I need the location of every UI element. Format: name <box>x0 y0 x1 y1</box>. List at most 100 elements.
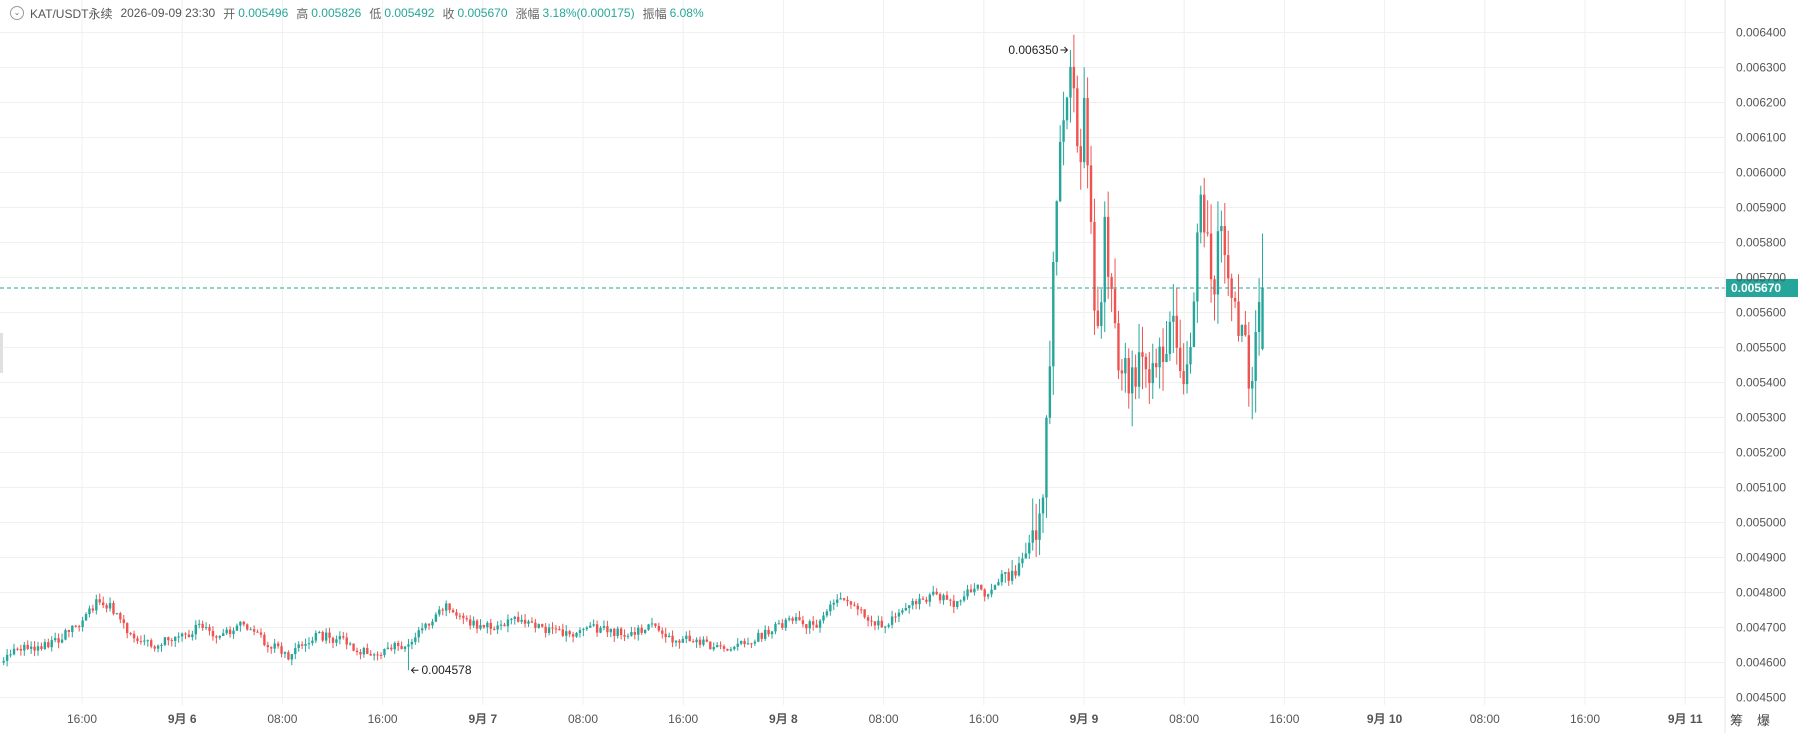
x-tick-label: 16:00 <box>668 712 698 726</box>
left-drag-handle[interactable] <box>0 333 3 373</box>
candle-body <box>1041 497 1045 514</box>
candle-body <box>424 623 427 629</box>
candle-body <box>925 599 928 602</box>
candle-body <box>393 642 396 650</box>
candle-body <box>1223 226 1226 256</box>
candle-body <box>623 635 626 637</box>
candle-body <box>1124 357 1127 374</box>
candle-body <box>136 638 139 642</box>
candle-body <box>1165 353 1168 363</box>
candle-body <box>568 631 571 635</box>
candle-body <box>16 648 19 650</box>
candle-body <box>119 613 122 620</box>
liquidation-button[interactable]: 爆 <box>1756 713 1784 728</box>
candle-body <box>1196 232 1199 302</box>
candle-body <box>637 627 640 635</box>
candle-body <box>417 630 420 638</box>
candle-body <box>1072 66 1076 89</box>
candle-body <box>890 616 894 625</box>
candle-body <box>1017 563 1021 576</box>
candle-body <box>606 626 609 633</box>
candle-body <box>530 621 534 623</box>
candle-body <box>222 633 225 637</box>
amplitude-value: 6.08% <box>669 6 704 20</box>
candle-body <box>1010 570 1014 581</box>
x-tick-label: 16:00 <box>368 712 398 726</box>
candle-body <box>287 652 290 660</box>
candle-body <box>1103 216 1106 303</box>
candle-body <box>650 623 654 625</box>
candle-body <box>1237 301 1240 336</box>
candle-body <box>465 618 468 620</box>
x-tick-label: 16:00 <box>1269 712 1299 726</box>
candle-body <box>434 614 438 622</box>
candle-body <box>928 594 932 602</box>
candle-body <box>36 646 40 651</box>
candle-body <box>156 645 160 649</box>
candle-body <box>811 621 815 625</box>
candle-body <box>911 601 914 606</box>
candle-body <box>88 608 91 615</box>
candle-body <box>801 620 805 625</box>
y-tick-label: 0.004500 <box>1736 691 1786 705</box>
candle-body <box>602 626 606 628</box>
candle-body <box>198 623 201 625</box>
candle-body <box>270 647 273 649</box>
candle-body <box>1240 324 1244 336</box>
candle-body <box>1230 278 1233 298</box>
symbol-name[interactable]: KAT/USDT永续 <box>30 6 113 21</box>
candle-body <box>379 654 383 656</box>
candle-body <box>208 627 211 631</box>
candle-body <box>98 599 101 603</box>
candle-body <box>1065 97 1069 121</box>
candle-body <box>1014 570 1017 576</box>
candle-body <box>1216 231 1220 295</box>
candle-body <box>369 654 372 656</box>
candle-body <box>300 644 304 646</box>
candle-body <box>290 654 294 660</box>
candle-body <box>990 589 993 595</box>
candle-body <box>719 645 722 647</box>
candle-body <box>1058 141 1062 202</box>
candle-body <box>935 591 938 595</box>
x-axis[interactable]: 16:00 9月 6 08:00 16:00 9月 7 08:00 16:00 9月 8 08:… <box>67 712 1703 726</box>
candle-body <box>777 623 781 625</box>
candle-body <box>150 640 153 647</box>
candle-body <box>571 634 575 637</box>
chip-distribution-button[interactable]: 筹 <box>1729 713 1757 728</box>
candle-body <box>1113 289 1117 324</box>
candle-body <box>993 585 997 590</box>
candle-body <box>2 660 5 663</box>
y-tick-label: 0.004700 <box>1736 621 1786 635</box>
candle-body <box>5 654 9 661</box>
candle-body <box>901 610 904 613</box>
x-tick-label: 9月 9 <box>1070 712 1099 726</box>
chevron-down-icon[interactable]: ⌄ <box>10 6 24 20</box>
y-axis[interactable]: 0.006400 0.006300 0.006200 0.006100 0.006000… <box>1724 0 1786 733</box>
candle-body <box>43 642 47 649</box>
candle-body <box>547 627 551 633</box>
candle-body <box>362 648 366 655</box>
candle-body <box>643 629 647 633</box>
candle-body <box>1100 302 1103 326</box>
candle-body <box>798 617 801 621</box>
candle-body <box>1062 120 1065 142</box>
candle-body <box>520 619 523 622</box>
candle-body <box>561 629 565 636</box>
y-tick-label: 0.005100 <box>1736 481 1786 495</box>
candles <box>2 34 1264 671</box>
x-tick-label: 08:00 <box>1470 712 1500 726</box>
candle-body <box>57 638 60 643</box>
candle-body <box>537 624 540 628</box>
candle-body <box>705 639 709 642</box>
candle-body <box>342 636 345 638</box>
candle-body <box>674 640 678 643</box>
candle-body <box>112 603 115 614</box>
candle-body <box>671 635 674 643</box>
current-price-label: 0.005670 <box>1731 281 1781 295</box>
y-tick-label: 0.006200 <box>1736 96 1786 110</box>
candle-body <box>438 609 441 615</box>
candle-body <box>997 582 1000 586</box>
candle-body <box>239 621 242 626</box>
